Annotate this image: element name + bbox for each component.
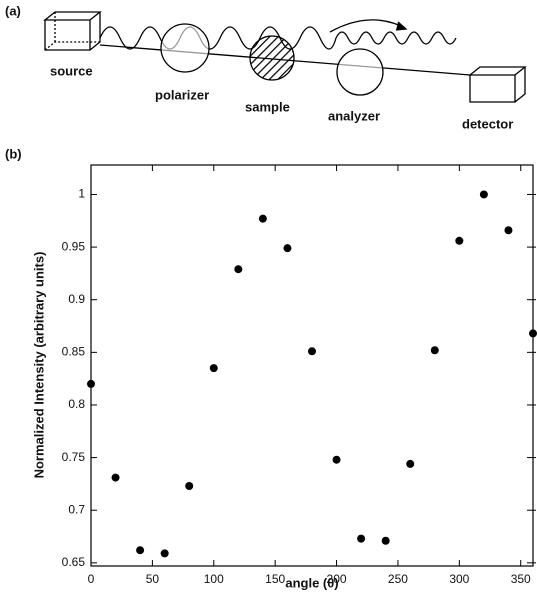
data-point — [136, 546, 145, 555]
x-tick-label: 250 — [388, 572, 408, 586]
y-tick-label: 0.7 — [68, 502, 85, 516]
detector-box — [468, 66, 527, 103]
sample-disk — [249, 35, 295, 81]
polarizer-disk — [160, 23, 210, 73]
analyzer-disk — [336, 48, 384, 96]
x-tick-label: 0 — [88, 572, 95, 586]
data-point — [185, 482, 194, 491]
arrow-head — [395, 21, 408, 31]
data-point — [504, 226, 513, 235]
y-tick-label: 1 — [78, 187, 85, 201]
data-point — [479, 190, 488, 199]
component-label: source — [50, 63, 93, 78]
y-axis-label: Normalized Intensity (arbitrary units) — [31, 252, 46, 479]
data-point — [160, 549, 169, 558]
x-tick-label: 150 — [265, 572, 285, 586]
component-label: sample — [245, 99, 290, 114]
source-box — [43, 11, 102, 51]
x-axis-label: angle (θ) — [285, 575, 338, 590]
component-label: analyzer — [328, 108, 380, 123]
data-point — [87, 379, 95, 388]
component-label: detector — [462, 116, 513, 131]
component-label: polarizer — [155, 87, 209, 102]
data-point — [283, 244, 292, 253]
data-point — [529, 329, 537, 338]
x-tick-label: 100 — [204, 572, 224, 586]
data-point — [308, 347, 316, 356]
y-tick-label: 0.8 — [68, 397, 85, 411]
y-tick-label: 0.75 — [62, 450, 86, 464]
x-tick-label: 50 — [146, 572, 160, 586]
y-tick-label: 0.9 — [68, 292, 85, 306]
y-tick-label: 0.65 — [62, 555, 86, 569]
data-point — [455, 236, 464, 245]
data-point — [430, 346, 439, 355]
data-point — [258, 214, 267, 223]
x-tick-label: 300 — [449, 572, 469, 586]
data-point — [357, 534, 366, 543]
source-box-hidden — [44, 12, 100, 51]
setup-diagram — [43, 11, 527, 103]
data-point — [406, 459, 415, 468]
data-point — [209, 364, 218, 373]
data-point — [332, 455, 341, 464]
y-tick-label: 0.85 — [62, 345, 86, 359]
x-tick-label: 200 — [327, 572, 347, 586]
y-tick-label: 0.95 — [62, 239, 86, 253]
x-tick-label: 350 — [511, 572, 531, 586]
data-point — [234, 265, 243, 274]
panel-label: (b) — [5, 146, 22, 161]
panel-label: (a) — [5, 3, 21, 18]
data-point — [111, 473, 120, 482]
rotation-arrow — [329, 19, 406, 33]
plot-frame — [90, 164, 534, 567]
data-point — [381, 536, 390, 545]
